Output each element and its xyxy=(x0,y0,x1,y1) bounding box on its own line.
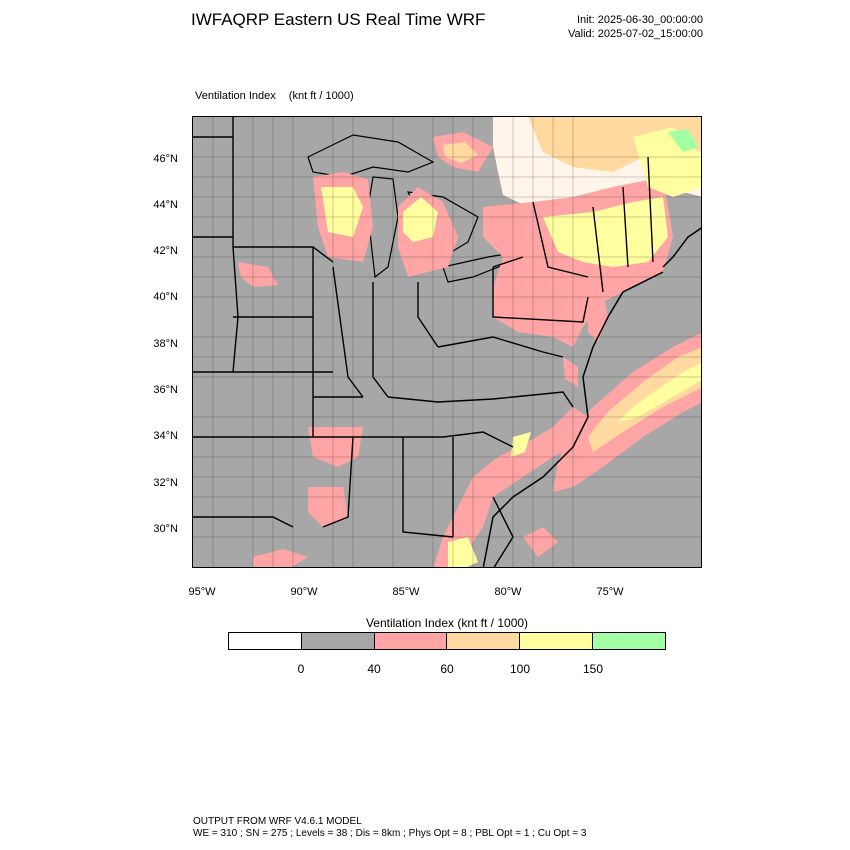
legend-swatch xyxy=(593,633,665,649)
canada-north xyxy=(443,142,478,163)
lon-tick: 75°W xyxy=(596,586,624,598)
carolina-yellow xyxy=(511,432,531,457)
lon-tick: 80°W xyxy=(494,586,522,598)
ventilation-map xyxy=(193,117,701,567)
atlantic-yellow xyxy=(618,363,701,422)
lat-tick: 46°N xyxy=(153,153,178,165)
color-legend xyxy=(228,632,666,650)
wisconsin-yellow xyxy=(321,187,363,237)
map-panel[interactable] xyxy=(192,116,702,568)
legend-tick: 0 xyxy=(297,662,305,676)
lat-tick: 38°N xyxy=(153,338,178,350)
valid-time: Valid: 2025-07-02_15:00:00 xyxy=(568,28,703,40)
legend-swatch xyxy=(229,633,302,649)
run-times: Init: 2025-06-30_00:00:00 Valid: 2025-07… xyxy=(568,13,703,41)
maine-green xyxy=(668,129,698,152)
lat-tick: 40°N xyxy=(153,291,178,303)
lake-superior xyxy=(307,134,435,178)
georgia-coast-yellow xyxy=(448,537,478,567)
northeast-yellow xyxy=(543,197,668,267)
legend-tick: 100 xyxy=(509,662,531,676)
lon-tick: 85°W xyxy=(392,586,420,598)
plot-label-name: Ventilation Index xyxy=(195,90,276,102)
legend-tick: 60 xyxy=(440,662,454,676)
canada-region xyxy=(528,117,701,172)
lat-tick: 30°N xyxy=(153,523,178,535)
virginia-pink xyxy=(563,357,578,387)
legend-tick: 40 xyxy=(367,662,381,676)
gulf-pink xyxy=(253,549,308,567)
county-grid xyxy=(193,117,701,567)
lon-tick: 95°W xyxy=(188,586,216,598)
footer-model: OUTPUT FROM WRF V4.6.1 MODEL xyxy=(193,816,362,827)
footer-config: WE = 310 ; SN = 275 ; Levels = 38 ; Dis … xyxy=(193,828,587,839)
legend-swatch xyxy=(374,633,448,649)
illinois-pink xyxy=(238,262,278,287)
legend-tick: 150 xyxy=(582,662,604,676)
legend-title: Ventilation Index (knt ft / 1000) xyxy=(365,616,529,630)
main-title: IWFAQRP Eastern US Real Time WRF xyxy=(191,10,486,29)
legend-swatch xyxy=(447,633,521,649)
lon-tick: 90°W xyxy=(290,586,318,598)
init-time: Init: 2025-06-30_00:00:00 xyxy=(577,14,703,26)
legend-swatch xyxy=(520,633,594,649)
coastline xyxy=(482,227,701,567)
lat-tick: 36°N xyxy=(153,384,178,396)
model-footer: OUTPUT FROM WRF V4.6.1 MODEL WE = 310 ; … xyxy=(193,816,586,840)
michigan-yellow xyxy=(403,197,438,242)
carolina-pink xyxy=(433,407,588,567)
plot-label-units: (knt ft / 1000) xyxy=(288,90,354,102)
lat-tick: 42°N xyxy=(153,245,178,257)
atlantic-south-pink xyxy=(523,527,558,557)
nj-pink xyxy=(588,292,608,342)
plot-label: Ventilation Index (knt ft / 1000) xyxy=(195,90,354,102)
lat-tick: 44°N xyxy=(153,199,178,211)
lat-tick: 32°N xyxy=(153,477,178,489)
lat-tick: 34°N xyxy=(153,430,178,442)
legend-swatch xyxy=(301,633,375,649)
